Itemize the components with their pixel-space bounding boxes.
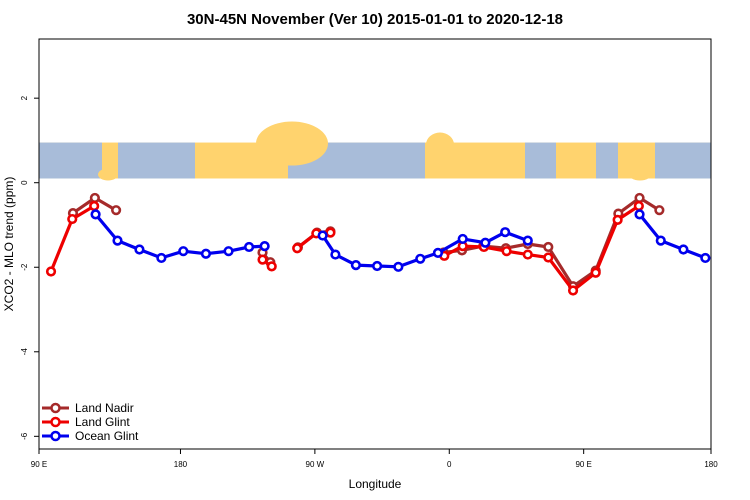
point-ocean-glint-5 — [200, 248, 212, 259]
x-tick-label-3: 0 — [447, 460, 452, 469]
y-tick-label-1: 0 — [20, 180, 29, 185]
x-tick-label-1: 180 — [174, 460, 188, 469]
legend-entry-ocean-glint: Ocean Glint — [42, 429, 139, 443]
point-ocean-glint-20 — [634, 209, 645, 220]
legend-label-land-nadir: Land Nadir — [75, 401, 134, 415]
point-ocean-glint-23 — [700, 252, 711, 264]
y-tick-label-2: -2 — [20, 263, 29, 271]
series-line-ocean-glint-2 — [638, 213, 706, 260]
x-axis-label: Longitude — [349, 477, 402, 491]
map-ocean-sea — [596, 142, 618, 179]
series-layer — [45, 192, 711, 296]
point-ocean-glint-21 — [655, 235, 666, 246]
point-ocean-glint-7 — [243, 241, 255, 253]
legend-entry-land-nadir: Land Nadir — [42, 401, 134, 415]
map-land-japan — [628, 166, 652, 181]
map-land-americas — [256, 121, 328, 166]
point-ocean-glint-17 — [480, 237, 491, 248]
legend-label-ocean-glint: Ocean Glint — [75, 429, 139, 443]
chart-title: 30N-45N November (Ver 10) 2015-01-01 to … — [187, 11, 563, 28]
legend-label-land-glint: Land Glint — [75, 415, 130, 429]
series-land-nadir — [67, 192, 665, 292]
map-ocean-pacific — [655, 142, 711, 179]
legend-marker-land-nadir — [50, 402, 61, 414]
point-land-glint-4 — [266, 261, 277, 272]
map-ocean-indian — [39, 142, 102, 179]
point-ocean-glint-12 — [372, 260, 383, 272]
legend-marker-ocean-glint — [50, 430, 61, 442]
point-ocean-glint-0 — [90, 209, 101, 220]
point-land-nadir-13 — [543, 241, 554, 253]
x-axis: 90 E 180 90 W 0 90 E 180 — [31, 449, 718, 469]
point-land-glint-7 — [325, 227, 336, 238]
point-land-glint-3 — [257, 254, 268, 265]
point-ocean-glint-13 — [393, 261, 404, 272]
point-land-glint-16 — [612, 214, 623, 226]
point-ocean-glint-1 — [112, 235, 123, 246]
y-axis-label: XCO2 - MLO trend (ppm) — [2, 177, 16, 312]
point-ocean-glint-6 — [223, 246, 234, 257]
point-ocean-glint-16 — [457, 233, 468, 245]
point-ocean-glint-22 — [678, 244, 689, 255]
point-land-glint-14 — [567, 285, 579, 296]
x-tick-label-0: 90 E — [31, 460, 47, 469]
map-land-island — [98, 168, 118, 181]
point-ocean-glint-19 — [522, 235, 533, 246]
point-ocean-glint-2 — [134, 244, 145, 255]
point-land-glint-1 — [67, 213, 78, 225]
y-tick-label-4: -6 — [20, 432, 29, 440]
point-land-glint-12 — [522, 249, 533, 260]
point-land-glint-2 — [89, 200, 100, 212]
point-ocean-glint-15 — [432, 247, 444, 258]
point-ocean-glint-11 — [350, 260, 362, 271]
map-ocean-pacific-west — [525, 142, 556, 179]
x-tick-label-5: 180 — [704, 460, 718, 469]
point-ocean-glint-8 — [259, 241, 270, 252]
point-ocean-glint-10 — [330, 249, 341, 260]
legend: Land Nadir Land Glint Ocean Glint — [42, 401, 139, 443]
point-ocean-glint-18 — [500, 227, 511, 238]
point-land-nadir-2 — [111, 205, 122, 216]
y-tick-label-3: -4 — [20, 348, 29, 356]
legend-marker-land-glint — [50, 416, 61, 428]
legend-entry-land-glint: Land Glint — [42, 415, 130, 429]
y-tick-label-0: 2 — [20, 95, 29, 100]
point-land-glint-5 — [292, 243, 303, 254]
point-land-glint-0 — [45, 266, 57, 277]
world-map-band — [39, 121, 711, 181]
point-ocean-glint-14 — [415, 253, 426, 264]
point-land-nadir-1 — [89, 192, 100, 204]
series-line-land-glint-3 — [443, 204, 640, 293]
y-axis: 2 0 -2 -4 -6 — [20, 95, 39, 440]
map-land-europe — [426, 132, 454, 157]
point-land-glint-11 — [501, 246, 512, 257]
map-ocean-atlantic — [118, 142, 195, 179]
point-land-nadir-18 — [654, 205, 665, 216]
point-land-glint-15 — [590, 267, 601, 278]
series-land-glint — [45, 200, 644, 296]
point-land-glint-13 — [543, 252, 554, 263]
point-land-glint-17 — [633, 200, 644, 212]
point-land-nadir-17 — [634, 192, 645, 204]
x-tick-label-2: 90 W — [306, 460, 325, 469]
series-ocean-glint — [90, 209, 711, 272]
point-ocean-glint-9 — [317, 230, 328, 241]
plot-frame — [38, 38, 712, 450]
x-tick-label-4: 90 E — [575, 460, 591, 469]
point-ocean-glint-3 — [156, 252, 167, 264]
point-ocean-glint-4 — [178, 246, 189, 257]
